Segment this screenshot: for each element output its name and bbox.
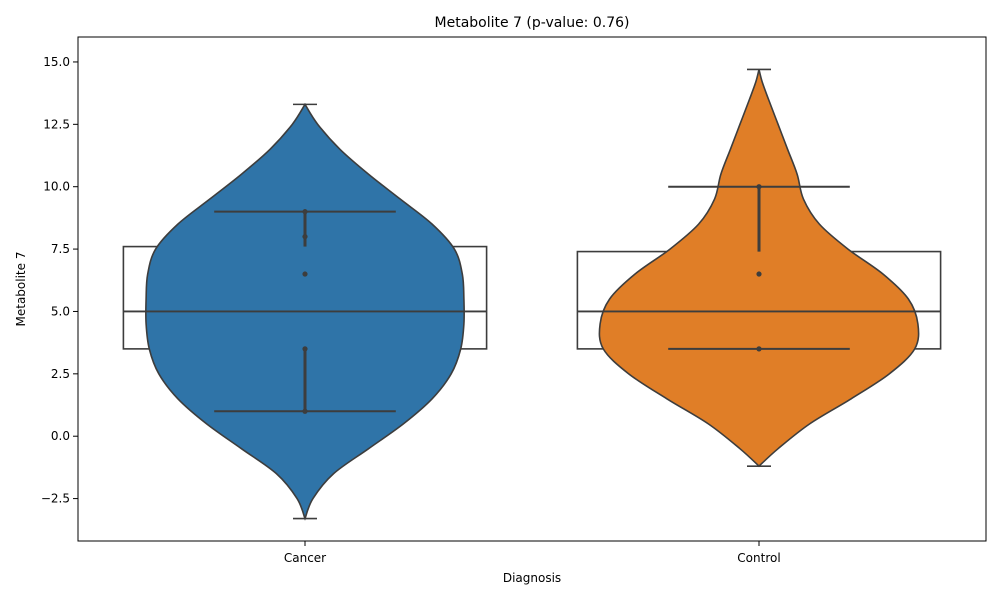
- y-tick-label: 0.0: [51, 429, 70, 443]
- data-point: [302, 209, 308, 215]
- y-tick-label: 2.5: [51, 367, 70, 381]
- y-axis: −2.5 0.0 2.5 5.0 7.5 10.0 12.5 15.0: [41, 55, 78, 506]
- x-tick-label: Cancer: [284, 551, 326, 565]
- y-tick-label: 10.0: [43, 180, 70, 194]
- violin-control: [598, 69, 920, 468]
- y-tick-label: 7.5: [51, 242, 70, 256]
- y-tick-label: 5.0: [51, 304, 70, 318]
- chart-title: Metabolite 7 (p-value: 0.76): [435, 15, 630, 31]
- x-axis: Cancer Control: [284, 541, 781, 565]
- data-point: [302, 408, 308, 414]
- y-axis-label: Metabolite 7: [14, 252, 28, 327]
- plot-content: [122, 68, 942, 521]
- plot-frame: [77, 36, 987, 542]
- y-tick-label: −2.5: [41, 492, 70, 506]
- x-tick-label: Control: [737, 551, 780, 565]
- x-axis-label: Diagnosis: [503, 571, 561, 585]
- data-point: [302, 346, 308, 352]
- data-point: [756, 184, 762, 190]
- data-point: [302, 234, 308, 240]
- y-tick-label: 15.0: [43, 55, 70, 69]
- data-point: [756, 346, 762, 352]
- y-tick-label: 12.5: [43, 117, 70, 131]
- data-point: [302, 271, 308, 277]
- data-point: [756, 271, 762, 277]
